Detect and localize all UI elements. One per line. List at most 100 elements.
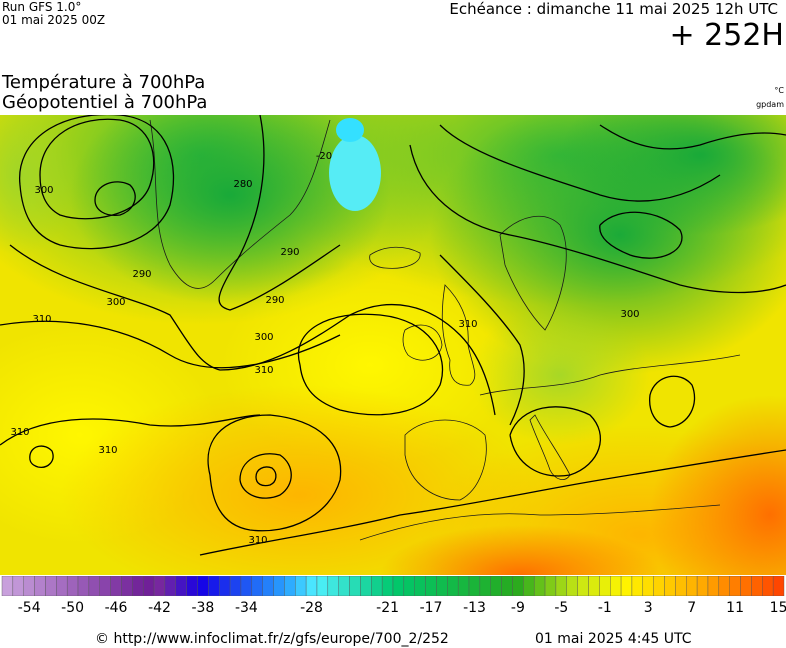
color-scale-tick-label: 7 (687, 600, 697, 616)
contour-label: 280 (233, 179, 252, 190)
greenland-coast (149, 119, 331, 289)
color-scale-tick-label: -50 (61, 600, 85, 616)
color-scale-cell (620, 576, 633, 596)
color-scale-tick-label: -1 (597, 600, 612, 616)
color-scale-cell (653, 576, 665, 596)
color-scale-cell (208, 576, 220, 596)
contour-label: 310 (10, 427, 29, 438)
color-scale-ticks: -54 -50 -46 -42 -38 -34 -28 -21 -17 -13 -9 -5 -1 3 7 11… (0, 600, 786, 618)
footer-date: 01 mai 2025 4:45 UTC (535, 631, 692, 647)
color-scale-cell (490, 576, 502, 596)
scandinavia-coast (499, 216, 567, 331)
color-scale-cell (642, 576, 654, 596)
color-scale-cell (762, 576, 774, 596)
color-scale-cell (164, 576, 176, 596)
color-scale-cell (316, 576, 329, 596)
color-scale-cell (12, 576, 24, 596)
color-scale-cell (740, 576, 752, 596)
color-scale-cell (66, 576, 79, 596)
contour-label: 310 (32, 314, 51, 325)
color-scale-cell (523, 576, 535, 596)
color-scale-cell (34, 576, 46, 596)
color-scale-cell (751, 576, 763, 596)
forecast-hour: + 252H (669, 18, 785, 53)
color-scale-cell (360, 576, 372, 596)
color-scale-tick-label: 11 (726, 600, 745, 616)
contour-label: -20 (316, 151, 332, 162)
color-scale-cell (88, 576, 100, 596)
color-scale-cell (664, 576, 676, 596)
color-scale-cell (240, 576, 253, 596)
color-scale-tick-label: -9 (510, 600, 525, 616)
color-scale-cell (686, 576, 698, 596)
contour-label: 300 (620, 309, 639, 320)
color-scale-tick-label: -28 (300, 600, 323, 616)
color-scale-bar (1, 576, 785, 596)
continental-europe-border (479, 354, 741, 396)
color-scale-cell (295, 576, 307, 596)
contour-label: 310 (248, 535, 267, 546)
color-scale-cell (77, 576, 90, 596)
color-scale-tick-label: 3 (643, 600, 653, 616)
run-date: 01 mai 2025 00Z (2, 13, 106, 27)
color-scale-cell (729, 576, 741, 596)
color-scale-cell (273, 576, 285, 596)
color-scale-cell (414, 576, 426, 596)
color-scale-cell (479, 576, 491, 596)
color-scale-tick-label: -21 (376, 600, 400, 616)
north-africa-coast (359, 504, 721, 541)
contour-label: 300 (106, 297, 125, 308)
footer-url[interactable]: © http://www.infoclimat.fr/z/gfs/europe/… (95, 631, 449, 647)
iceland-coast (369, 246, 421, 269)
color-scale-cell (153, 576, 166, 596)
color-scale-cell (425, 576, 437, 596)
coastlines (149, 119, 741, 541)
geopotential-contours (0, 115, 786, 556)
color-scale-cell (566, 576, 578, 596)
color-scale-cell (675, 576, 687, 596)
color-scale-tick-label: -46 (104, 600, 128, 616)
color-scale-cell (392, 576, 405, 596)
color-scale-cell (533, 576, 546, 596)
color-scale-cell (284, 576, 296, 596)
color-scale-cell (501, 576, 513, 596)
weather-map: 300 290 290 280 290 300 310 300 310 310 … (0, 115, 786, 575)
color-scale-cell (577, 576, 589, 596)
temperature-field (0, 115, 786, 575)
color-scale-cell (772, 576, 785, 596)
color-scale-cell (371, 576, 383, 596)
color-scale-cell (512, 576, 524, 596)
iberia-coast (404, 419, 487, 501)
unit-temperature: °C (774, 86, 784, 95)
color-scale-cell (381, 576, 394, 596)
color-scale-cell (132, 576, 144, 596)
contour-label: 290 (132, 269, 151, 280)
color-scale-cell (610, 576, 622, 596)
color-scale-tick-label: -42 (148, 600, 171, 616)
color-scale-tick-label: -13 (463, 600, 486, 616)
color-scale-cell (99, 576, 111, 596)
contour-label: 300 (254, 332, 273, 343)
contour-label: 290 (280, 247, 299, 258)
color-scale-cell (175, 576, 187, 596)
color-scale-cell (599, 576, 611, 596)
color-scale-tick-label: -54 (17, 600, 41, 616)
forecast-time: Echéance : dimanche 11 mai 2025 12h UTC (449, 0, 778, 18)
color-scale-cell (327, 576, 339, 596)
color-scale-cell (555, 576, 567, 596)
title-geopotential: Géopotentiel à 700hPa (2, 92, 208, 113)
contour-label: 310 (98, 445, 117, 456)
color-scale-cell (229, 576, 242, 596)
contour-labels: 300 290 290 280 290 300 310 300 310 310 … (10, 151, 639, 546)
color-scale-cell (631, 576, 644, 596)
color-scale-cell (45, 576, 57, 596)
color-scale-cell (262, 576, 274, 596)
color-scale-cell (457, 576, 470, 596)
unit-geopotential: gpdam (756, 100, 784, 109)
ireland-coast (402, 324, 443, 361)
contour-label: 290 (265, 295, 284, 306)
color-scale-cell (1, 576, 14, 596)
color-scale-tick-label: 15 (769, 600, 786, 616)
color-scale-cell (110, 576, 122, 596)
color-scale-tick-label: -38 (191, 600, 215, 616)
